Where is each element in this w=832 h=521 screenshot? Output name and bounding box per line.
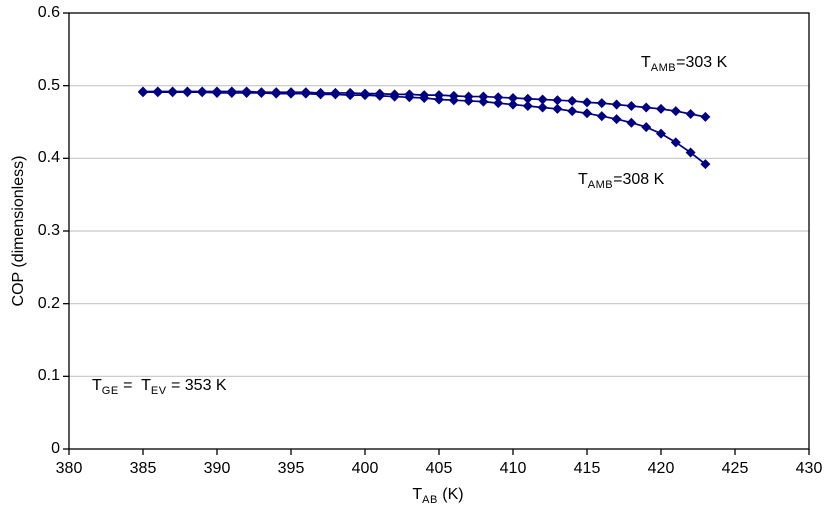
y-tick-label: 0.3 [37,222,60,239]
y-tick-label: 0.2 [37,294,60,312]
y-axis-title-text: COP (dimensionless) [10,155,27,307]
x-tick-label: 385 [129,460,157,477]
annotation-tge-tev: TGE = TEV = 353 K [92,377,227,397]
y-tick-label: 0.1 [37,367,60,385]
annotation-tamb-303-prefix: T [641,54,651,71]
x-tick-label: 425 [721,460,749,477]
annotation-tge-t1: T [92,377,102,394]
y-tick-label: 0.6 [37,4,60,21]
annotation-tge-s2: EV [150,385,167,397]
x-axis-title-prefix: T [412,486,423,503]
y-tick-label: 0 [51,440,60,457]
annotation-tamb-308-subscript: AMB [587,179,614,191]
annotation-tamb-303-subscript: AMB [650,62,677,74]
x-tick-label: 380 [55,460,83,477]
x-tick-label: 400 [351,460,379,477]
x-tick-label: 415 [573,460,601,477]
x-tick-label: 395 [277,460,305,477]
x-tick-label: 410 [499,460,527,477]
x-tick-label: 430 [795,460,823,477]
annotation-tge-end: = 353 K [166,377,227,394]
annotation-tge-t2: T [141,377,151,394]
annotation-tge-mid: = [118,377,142,394]
annotation-tamb-303-suffix: =303 K [676,54,728,71]
annotation-tamb-308-prefix: T [578,171,588,188]
x-axis-title-suffix: (K) [437,486,464,503]
annotation-tamb-308-suffix: =308 K [613,171,665,188]
x-tick-label: 390 [203,460,231,477]
x-axis-title: TAB (K) [412,486,463,506]
y-tick-label: 0.4 [37,149,60,167]
annotation-tge-s1: GE [101,385,119,397]
x-tick-label: 405 [425,460,453,477]
annotation-tamb-308: TAMB=308 K [578,171,664,191]
x-axis-title-subscript: AB [422,494,438,506]
annotation-tamb-303: TAMB=303 K [641,54,727,74]
y-tick-label: 0.5 [37,76,60,94]
x-tick-label: 420 [647,460,675,477]
